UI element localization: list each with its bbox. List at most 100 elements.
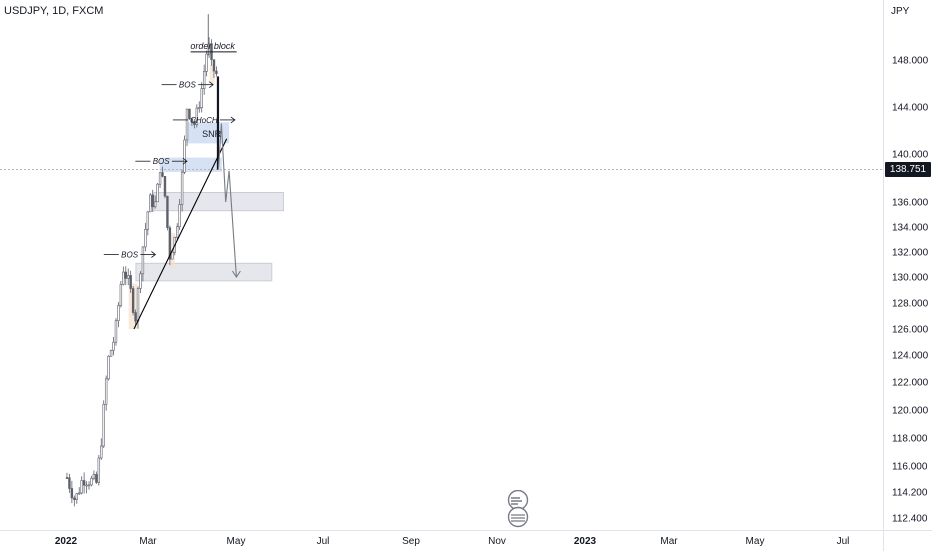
candle[interactable] bbox=[156, 182, 159, 203]
price-tick-label: 132.000 bbox=[892, 248, 929, 259]
candle[interactable] bbox=[90, 475, 93, 487]
projection-path[interactable] bbox=[217, 123, 237, 278]
annotation-labels-layer: BOS BOS BOS CHoCH order block SNR bbox=[103, 41, 237, 260]
candle[interactable] bbox=[146, 210, 150, 236]
candle[interactable] bbox=[112, 336, 115, 356]
candle[interactable] bbox=[139, 271, 142, 294]
candle[interactable] bbox=[215, 66, 218, 77]
candle[interactable] bbox=[75, 492, 78, 504]
time-tick-label: 2022 bbox=[55, 536, 78, 547]
zone-orange[interactable] bbox=[209, 64, 215, 84]
candle-body bbox=[107, 355, 110, 380]
candle[interactable] bbox=[68, 473, 71, 493]
candle[interactable] bbox=[85, 481, 88, 494]
candle[interactable] bbox=[151, 189, 154, 213]
candle-body bbox=[185, 108, 189, 141]
candle-body bbox=[188, 108, 191, 119]
annotation-order-block[interactable]: order block bbox=[190, 41, 237, 53]
candle[interactable] bbox=[80, 476, 83, 495]
annotation-bos[interactable]: BOS bbox=[161, 81, 214, 90]
candle[interactable] bbox=[149, 193, 152, 213]
candle[interactable] bbox=[205, 50, 208, 77]
candle-body bbox=[80, 480, 83, 494]
candle[interactable] bbox=[166, 195, 169, 231]
candle[interactable] bbox=[176, 223, 179, 241]
candle[interactable] bbox=[188, 108, 191, 120]
candle[interactable] bbox=[168, 225, 172, 266]
candle[interactable] bbox=[102, 400, 105, 449]
candle[interactable] bbox=[104, 375, 108, 411]
time-tick-label: Mar bbox=[660, 536, 678, 547]
candle[interactable] bbox=[124, 266, 127, 286]
candle[interactable] bbox=[171, 250, 174, 260]
annotation-choch[interactable]: CHoCH bbox=[172, 116, 236, 125]
time-axis[interactable]: 2022 Mar May Jul Sep Nov 2023 Mar May Jul bbox=[0, 530, 932, 551]
candle[interactable] bbox=[127, 268, 130, 286]
candle[interactable] bbox=[122, 266, 125, 286]
candle[interactable] bbox=[180, 169, 184, 212]
candle-body bbox=[139, 273, 142, 289]
candle[interactable] bbox=[193, 119, 196, 129]
candle[interactable] bbox=[82, 472, 86, 494]
candle[interactable] bbox=[134, 309, 137, 327]
candle[interactable] bbox=[92, 470, 96, 481]
candle[interactable] bbox=[141, 246, 145, 282]
candle[interactable] bbox=[129, 270, 132, 293]
candle[interactable] bbox=[178, 199, 181, 231]
candle-body bbox=[198, 107, 201, 109]
candle[interactable] bbox=[183, 135, 186, 175]
candle-body bbox=[178, 204, 181, 228]
candle-body bbox=[92, 474, 96, 479]
candle[interactable] bbox=[212, 59, 216, 78]
candle-body bbox=[119, 284, 123, 306]
arrow-right-icon bbox=[208, 81, 214, 88]
annotation-text: order block bbox=[190, 41, 235, 51]
symbol-title[interactable]: USDJPY, 1D, FXCM bbox=[4, 5, 104, 17]
candle-body bbox=[158, 172, 162, 185]
candle[interactable] bbox=[65, 472, 69, 479]
candle[interactable] bbox=[97, 455, 101, 486]
price-tick-label: 134.000 bbox=[892, 223, 929, 234]
candle-body bbox=[114, 320, 118, 343]
candle[interactable] bbox=[100, 438, 103, 460]
annotation-bos[interactable]: BOS bbox=[135, 157, 188, 166]
candle[interactable] bbox=[114, 318, 118, 346]
zone-gray[interactable] bbox=[153, 191, 284, 212]
price-axis[interactable]: 148.000 144.000 140.000 136.000 134.000 132.0… bbox=[883, 0, 932, 530]
candle[interactable] bbox=[185, 108, 189, 147]
annotation-text: BOS bbox=[179, 81, 197, 90]
candle[interactable] bbox=[78, 487, 81, 495]
candle-body bbox=[75, 493, 78, 500]
candle[interactable] bbox=[70, 480, 74, 504]
candle[interactable] bbox=[109, 349, 113, 357]
annotation-bos[interactable]: BOS bbox=[103, 251, 157, 260]
zone-gray[interactable] bbox=[135, 262, 273, 282]
candle[interactable] bbox=[95, 471, 98, 484]
candle[interactable] bbox=[190, 118, 194, 126]
candle[interactable] bbox=[117, 302, 120, 328]
candle-body bbox=[65, 477, 69, 479]
candle[interactable] bbox=[144, 222, 147, 252]
candle-body bbox=[141, 246, 145, 275]
candle[interactable] bbox=[200, 82, 203, 113]
candle[interactable] bbox=[131, 286, 135, 316]
candle[interactable] bbox=[202, 64, 206, 95]
candle[interactable] bbox=[163, 175, 167, 199]
candle[interactable] bbox=[195, 104, 199, 128]
candle[interactable] bbox=[73, 495, 76, 507]
candle-body bbox=[136, 288, 140, 322]
candle-body bbox=[193, 121, 196, 125]
candle[interactable] bbox=[87, 481, 91, 490]
price-tick-label: 130.000 bbox=[892, 273, 929, 284]
candle[interactable] bbox=[161, 166, 164, 178]
candle[interactable] bbox=[119, 281, 123, 308]
candle-body bbox=[205, 53, 208, 72]
candle[interactable] bbox=[198, 101, 201, 113]
trendline[interactable] bbox=[133, 138, 228, 330]
annotation-snr[interactable]: SNR bbox=[202, 129, 222, 139]
candle[interactable] bbox=[107, 355, 110, 381]
candle[interactable] bbox=[158, 172, 162, 189]
candle[interactable] bbox=[153, 195, 157, 209]
